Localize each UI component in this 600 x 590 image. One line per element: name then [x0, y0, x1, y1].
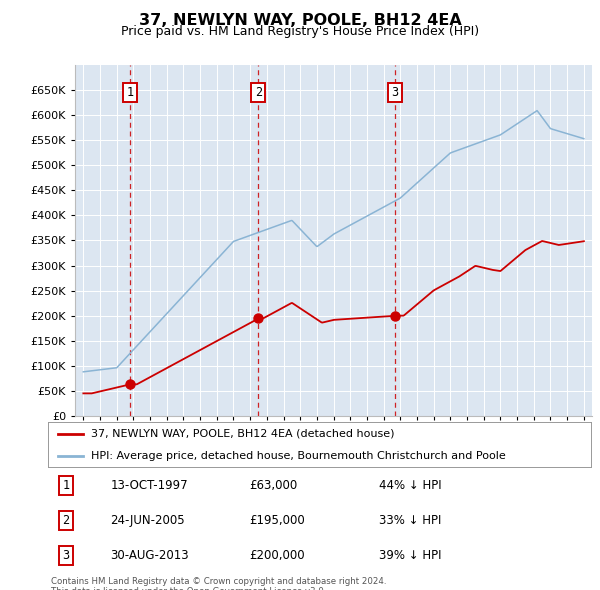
Text: 1: 1: [62, 479, 70, 492]
Text: 2: 2: [254, 86, 262, 99]
Text: Contains HM Land Registry data © Crown copyright and database right 2024.
This d: Contains HM Land Registry data © Crown c…: [51, 577, 386, 590]
Text: £63,000: £63,000: [249, 479, 297, 492]
Text: 37, NEWLYN WAY, POOLE, BH12 4EA: 37, NEWLYN WAY, POOLE, BH12 4EA: [139, 13, 461, 28]
Text: 3: 3: [391, 86, 398, 99]
Text: 39% ↓ HPI: 39% ↓ HPI: [379, 549, 442, 562]
Text: 44% ↓ HPI: 44% ↓ HPI: [379, 479, 442, 492]
Text: £200,000: £200,000: [249, 549, 305, 562]
Text: 1: 1: [127, 86, 133, 99]
Text: 37, NEWLYN WAY, POOLE, BH12 4EA (detached house): 37, NEWLYN WAY, POOLE, BH12 4EA (detache…: [91, 429, 395, 438]
Text: £195,000: £195,000: [249, 514, 305, 527]
Text: 24-JUN-2005: 24-JUN-2005: [110, 514, 185, 527]
Text: 33% ↓ HPI: 33% ↓ HPI: [379, 514, 442, 527]
Text: 3: 3: [62, 549, 70, 562]
Text: 13-OCT-1997: 13-OCT-1997: [110, 479, 188, 492]
Text: HPI: Average price, detached house, Bournemouth Christchurch and Poole: HPI: Average price, detached house, Bour…: [91, 451, 506, 461]
Text: Price paid vs. HM Land Registry's House Price Index (HPI): Price paid vs. HM Land Registry's House …: [121, 25, 479, 38]
Text: 30-AUG-2013: 30-AUG-2013: [110, 549, 189, 562]
Text: 2: 2: [62, 514, 70, 527]
